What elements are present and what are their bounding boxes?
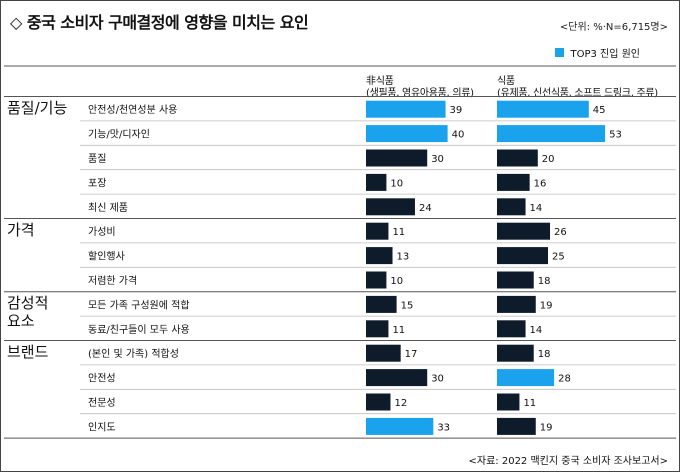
data-label: 39 xyxy=(450,105,463,116)
data-label: 24 xyxy=(419,203,432,214)
category-label: 저렴한 가격 xyxy=(88,274,137,287)
data-label: 26 xyxy=(554,227,567,238)
bar xyxy=(366,369,428,387)
data-label: 12 xyxy=(394,398,407,409)
bar xyxy=(366,344,401,362)
category-label: 모든 가족 구성원에 적합 xyxy=(88,299,190,311)
category-label: 안전성 xyxy=(88,373,116,385)
bar xyxy=(497,417,536,435)
category-label: 기능/맛/디자인 xyxy=(88,129,150,141)
category-label: 포장 xyxy=(88,177,106,189)
bar xyxy=(497,198,526,216)
bar xyxy=(366,100,446,118)
category-label: 안전성/천연성분 사용 xyxy=(88,104,177,116)
bar xyxy=(366,222,389,240)
column-header-nonfood: 非식품 (생필품, 영유아용품, 의류) xyxy=(366,76,474,100)
bar xyxy=(497,125,606,143)
chart-title: ◇ 중국 소비자 구매결정에 영향을 미치는 요인 xyxy=(10,13,309,32)
group-label: 요소 xyxy=(7,312,35,330)
bar xyxy=(366,198,415,216)
bar xyxy=(497,222,551,240)
data-label: 11 xyxy=(523,398,536,409)
data-label: 18 xyxy=(538,276,551,287)
data-label: 19 xyxy=(540,300,553,311)
data-label: 33 xyxy=(437,422,450,433)
data-label: 28 xyxy=(558,374,571,385)
data-label: 10 xyxy=(390,178,403,189)
category-label: (본인 및 가족) 적합성 xyxy=(88,348,179,360)
bar xyxy=(497,320,526,338)
data-label: 13 xyxy=(397,252,410,263)
data-label: 30 xyxy=(431,374,444,385)
data-label: 16 xyxy=(534,178,547,189)
bar xyxy=(366,320,389,338)
bar xyxy=(366,247,393,265)
column-header-food-title: 식품 xyxy=(497,76,515,87)
bar xyxy=(497,100,589,118)
group-label: 가격 xyxy=(7,221,35,239)
category-label: 전문성 xyxy=(88,397,116,409)
bar xyxy=(497,271,534,289)
data-label: 20 xyxy=(542,154,555,165)
legend: TOP3 진입 원인 xyxy=(555,45,640,60)
data-label: 25 xyxy=(552,252,565,263)
category-label: 최신 제품 xyxy=(88,202,128,214)
category-label: 동료/친구들이 모두 사용 xyxy=(88,324,190,336)
bar xyxy=(366,125,448,143)
column-header-food: 식품 (유제품, 신선식품, 소프트 드링크, 주류) xyxy=(497,76,658,100)
bar xyxy=(497,295,536,313)
source-note: <자료: 2022 맥킨지 중국 소비자 조사보고서> xyxy=(468,456,668,467)
bar xyxy=(497,344,534,362)
column-header-nonfood-subtitle: (생필품, 영유아용품, 의류) xyxy=(366,88,474,99)
group-label: 품질/기능 xyxy=(7,99,67,117)
data-label: 30 xyxy=(431,154,444,165)
bar xyxy=(497,149,538,167)
data-label: 19 xyxy=(540,422,553,433)
category-label: 가성비 xyxy=(88,226,116,238)
bar xyxy=(497,369,555,387)
bar xyxy=(366,393,391,411)
data-label: 53 xyxy=(609,130,622,141)
bar xyxy=(366,271,387,289)
data-label: 11 xyxy=(392,325,405,336)
bar xyxy=(497,247,548,265)
unit-note: <단위: %·N=6,715명> xyxy=(559,22,668,33)
category-label: 인지도 xyxy=(88,421,116,433)
data-label: 15 xyxy=(401,300,414,311)
category-label: 품질 xyxy=(88,153,106,165)
bar xyxy=(497,393,520,411)
data-label: 14 xyxy=(530,203,543,214)
bar xyxy=(366,149,428,167)
legend-swatch xyxy=(555,48,565,57)
data-label: 10 xyxy=(390,276,403,287)
bar xyxy=(366,173,387,191)
column-header-nonfood-title: 非식품 xyxy=(366,76,394,87)
legend-label: TOP3 진입 원인 xyxy=(570,49,640,60)
group-label: 감성적 xyxy=(7,294,48,312)
data-label: 14 xyxy=(530,325,543,336)
data-label: 18 xyxy=(538,349,551,360)
data-label: 40 xyxy=(452,130,465,141)
category-label: 할인행사 xyxy=(88,251,125,263)
data-label: 17 xyxy=(405,349,418,360)
group-label: 브랜드 xyxy=(7,343,49,361)
data-label: 11 xyxy=(392,227,405,238)
column-header-food-subtitle: (유제품, 신선식품, 소프트 드링크, 주류) xyxy=(497,88,658,99)
bar xyxy=(497,173,530,191)
data-label: 45 xyxy=(593,105,606,116)
bar xyxy=(366,295,397,313)
bar xyxy=(366,417,434,435)
